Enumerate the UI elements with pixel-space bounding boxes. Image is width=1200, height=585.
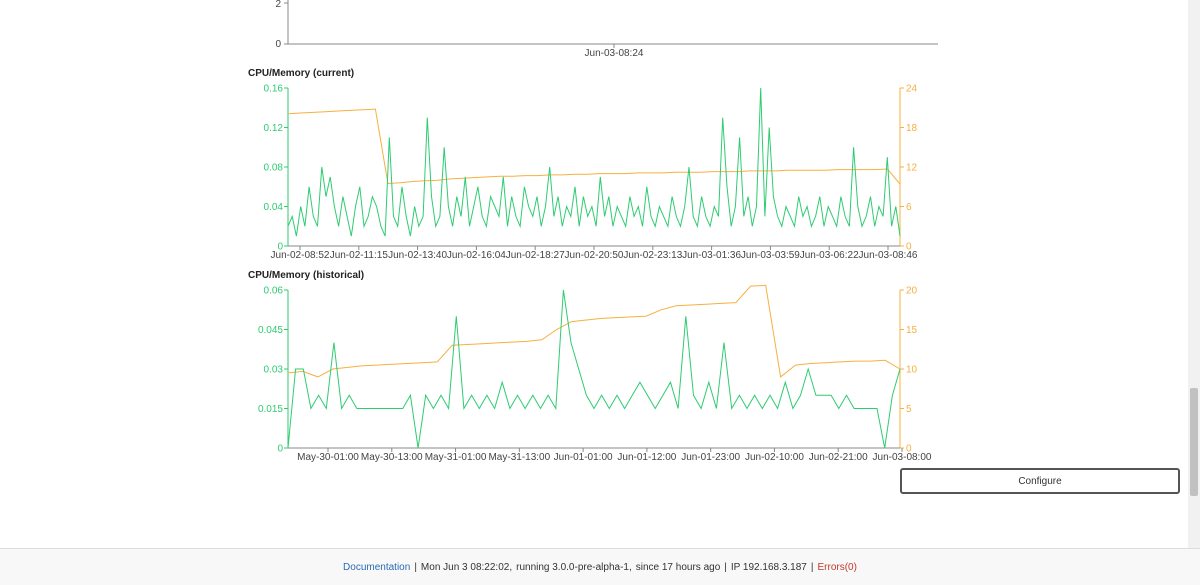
- current-chart-x-tick-label: Jun-02-13:40: [388, 250, 447, 261]
- current-chart-x-tick-label: Jun-02-11:15: [330, 250, 389, 261]
- footer-datetime: Mon Jun 3 08:22:02,: [420, 561, 513, 573]
- footer-separator: |: [810, 561, 814, 573]
- footer-ip: IP 192.168.3.187: [730, 561, 807, 573]
- historical-chart-x-tick-label: May-31-01:00: [425, 452, 487, 463]
- historical-chart-cpu-tick-label: 0.03: [264, 365, 284, 376]
- current-chart-cpu-tick-label: 0: [277, 242, 283, 253]
- current-chart-mem-tick-label: 6: [906, 202, 912, 213]
- historical-chart-x-tick-label: May-30-13:00: [361, 452, 423, 463]
- scrollbar-thumb[interactable]: [1190, 388, 1198, 496]
- historical-chart-x-tick-label: Jun-02-10:00: [745, 452, 804, 463]
- historical-chart-cpu-tick-label: 0.045: [258, 325, 283, 336]
- current-chart-x-tick-label: Jun-02-20:50: [565, 250, 624, 261]
- historical-chart-cpu-series-line: [287, 289, 901, 449]
- historical-chart-x-tick-label: Jun-01-01:00: [554, 452, 613, 463]
- current-chart-x-tick-label: Jun-03-03:59: [741, 250, 800, 261]
- top-chart-y-tick-label: 2: [275, 0, 281, 10]
- current-chart-mem-tick-label: 12: [906, 163, 918, 174]
- current-chart-memory-series-line: [287, 108, 901, 185]
- current-chart-x-tick-label: Jun-03-08:46: [859, 250, 918, 261]
- historical-chart-x-tick-label: May-31-13:00: [488, 452, 550, 463]
- current-chart-cpu-tick-label: 0.04: [264, 202, 284, 213]
- footer-version: running 3.0.0-pre-alpha-1,: [516, 561, 632, 573]
- historical-chart-cpu-tick-label: 0: [277, 444, 283, 455]
- historical-chart-title: CPU/Memory (historical): [248, 270, 365, 281]
- current-chart-x-tick-label: Jun-02-18:27: [506, 250, 565, 261]
- historical-chart-mem-tick-label: 20: [906, 286, 918, 297]
- footer-separator: |: [724, 561, 727, 573]
- historical-chart-x-tick-label: Jun-01-23:00: [681, 452, 740, 463]
- footer-separator: |: [414, 561, 417, 573]
- current-chart-x-tick-label: Jun-02-16:04: [447, 250, 506, 261]
- current-chart-cpu-tick-label: 0.08: [264, 163, 284, 174]
- historical-chart-mem-tick-label: 0: [906, 444, 912, 455]
- historical-chart-x-tick-label: Jun-02-21:00: [809, 452, 868, 463]
- current-chart-x-tick-label: Jun-02-08:52: [271, 250, 330, 261]
- errors-link[interactable]: Errors(0): [817, 561, 857, 573]
- current-chart-title: CPU/Memory (current): [248, 68, 355, 79]
- historical-chart-x-tick-label: Jun-01-12:00: [617, 452, 676, 463]
- top-chart-y-tick-label: 0: [275, 39, 281, 50]
- top-chart-x-tick-label: Jun-03-08:24: [585, 48, 644, 59]
- historical-chart-x-tick-label: May-30-01:00: [297, 452, 359, 463]
- historical-chart-cpu-tick-label: 0.06: [264, 286, 284, 297]
- historical-chart-mem-tick-label: 10: [906, 365, 918, 376]
- current-chart-cpu-series-line: [287, 87, 901, 237]
- current-chart-mem-tick-label: 0: [906, 242, 912, 253]
- configure-button[interactable]: Configure: [900, 468, 1180, 494]
- current-chart-x-tick-label: Jun-03-06:22: [800, 250, 859, 261]
- top-chart: 2 0 Jun-03-08:24: [275, 0, 938, 59]
- historical-chart-cpu-tick-label: 0.015: [258, 404, 283, 415]
- historical-chart-memory-series-line: [287, 284, 901, 378]
- current-chart-mem-tick-label: 18: [906, 123, 918, 134]
- current-chart-cpu-tick-label: 0.12: [264, 123, 284, 134]
- footer: Documentation | Mon Jun 3 08:22:02, runn…: [0, 548, 1200, 585]
- current-chart-cpu-tick-label: 0.16: [264, 84, 284, 95]
- current-chart-mem-tick-label: 24: [906, 84, 918, 95]
- current-chart-x-tick-label: Jun-03-01:36: [682, 250, 741, 261]
- footer-uptime: since 17 hours ago: [635, 561, 721, 573]
- historical-chart-mem-tick-label: 15: [906, 325, 918, 336]
- documentation-link[interactable]: Documentation: [343, 561, 411, 573]
- historical-chart-x-tick-label: Jun-03-08:00: [873, 452, 932, 463]
- historical-chart-mem-tick-label: 5: [906, 404, 912, 415]
- scrollbar[interactable]: [1188, 0, 1200, 548]
- current-chart-x-tick-label: Jun-02-23:13: [623, 250, 682, 261]
